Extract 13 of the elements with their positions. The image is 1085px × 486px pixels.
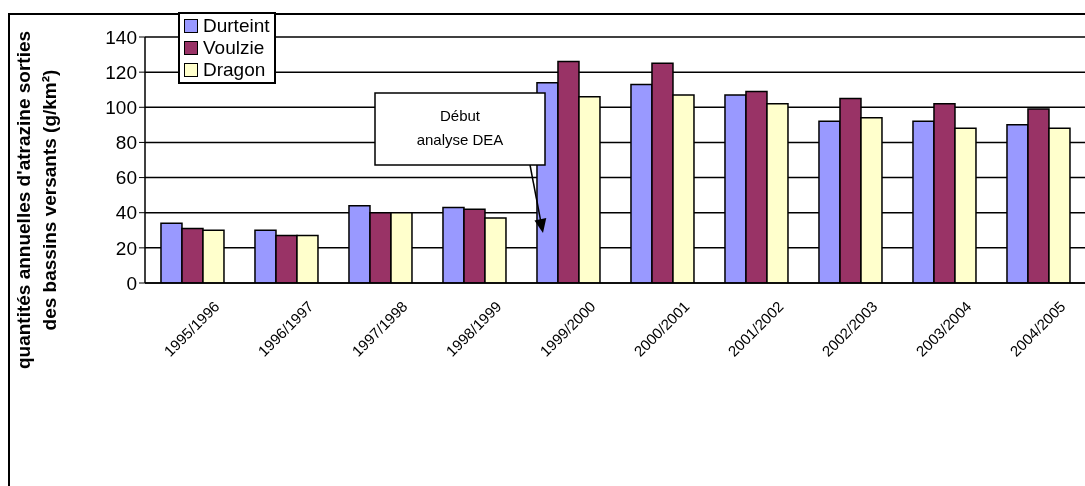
legend-label: Durteint xyxy=(203,15,270,37)
legend-label: Voulzie xyxy=(203,37,265,59)
y-tick-label: 60 xyxy=(115,167,137,189)
y-axis-title: quantités annuelles d'atrazine sorties des bassins versants (g/km²) xyxy=(13,30,60,370)
y-tick-label: 100 xyxy=(105,97,137,119)
y-tick-label: 120 xyxy=(105,61,137,83)
y-tick-label: 0 xyxy=(126,272,137,294)
y-tick-label: 140 xyxy=(105,26,137,48)
y-tick-label: 20 xyxy=(115,237,137,259)
y-tick-label: 40 xyxy=(115,202,137,224)
y-tick-label: 80 xyxy=(115,132,137,154)
annotation: Début analyse DEA xyxy=(416,107,504,148)
legend-label: Dragon xyxy=(203,59,266,81)
